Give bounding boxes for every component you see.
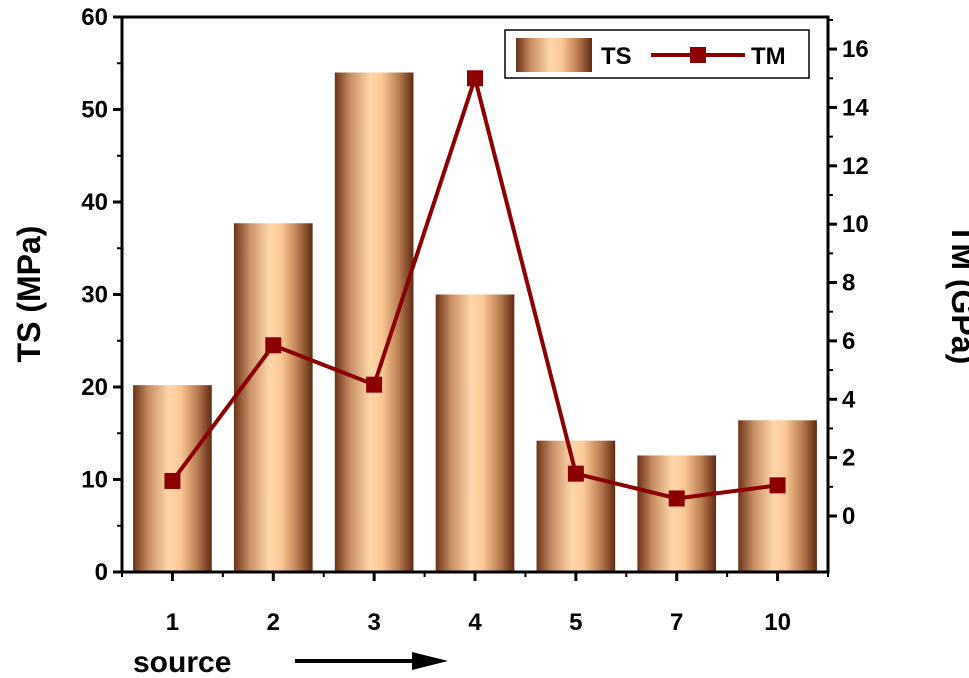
y-right-tick-label: 10 — [842, 211, 869, 238]
legend-marker-tm — [690, 47, 706, 63]
x-axis-title-text: source — [133, 646, 231, 678]
legend-label-tm: TM — [751, 43, 786, 70]
x-tick-label: 5 — [569, 609, 582, 636]
x-axis-title: source — [133, 646, 448, 678]
y-right-tick-label: 16 — [842, 36, 869, 63]
y-left-tick-label: 10 — [81, 467, 108, 494]
y-left-tick-label: 20 — [81, 374, 108, 401]
y-left-tick-label: 60 — [81, 4, 108, 31]
legend-label-ts: TS — [601, 43, 632, 70]
x-axis-arrowhead — [412, 652, 448, 670]
line-layer — [164, 70, 786, 507]
marker-tm-10 — [769, 477, 786, 494]
bar-ts-5 — [536, 440, 616, 572]
y-right-tick-label: 14 — [842, 94, 869, 121]
marker-tm-7 — [668, 490, 685, 507]
y-right-tick-label: 12 — [842, 153, 869, 180]
x-tick-label: 1 — [166, 609, 179, 636]
bars-layer — [133, 72, 817, 572]
y-left-tick-label: 0 — [95, 559, 108, 586]
y-left-tick-label: 30 — [81, 282, 108, 309]
bar-ts-3 — [334, 72, 414, 572]
y-right-tick-label: 6 — [842, 328, 855, 355]
marker-tm-5 — [567, 465, 584, 482]
y-right-tick-label: 8 — [842, 270, 855, 297]
y-left-tick-label: 50 — [81, 97, 108, 124]
marker-tm-3 — [366, 376, 383, 393]
y-axis-left-title: TS (MPa) — [11, 226, 47, 363]
bar-ts-7 — [637, 455, 717, 572]
y-axis-right-title: TM (GPa) — [945, 224, 969, 364]
x-tick-label: 7 — [670, 609, 683, 636]
marker-tm-2 — [265, 337, 282, 354]
y-right-tick-label: 2 — [842, 445, 855, 472]
bar-ts-10 — [738, 420, 817, 572]
bar-ts-4 — [435, 294, 515, 572]
y-right-tick-label: 4 — [842, 386, 856, 413]
y-right-tick-label: 0 — [842, 503, 855, 530]
bar-ts-2 — [233, 223, 313, 572]
legend-swatch-ts — [516, 38, 592, 72]
y-left-tick-label: 40 — [81, 189, 108, 216]
marker-tm-4 — [467, 70, 483, 87]
x-tick-label: 4 — [468, 609, 482, 636]
x-tick-label: 3 — [367, 609, 380, 636]
x-tick-label: 10 — [764, 609, 791, 636]
x-tick-label: 2 — [267, 609, 280, 636]
legend: TS TM — [504, 29, 810, 79]
marker-tm-1 — [164, 472, 181, 489]
